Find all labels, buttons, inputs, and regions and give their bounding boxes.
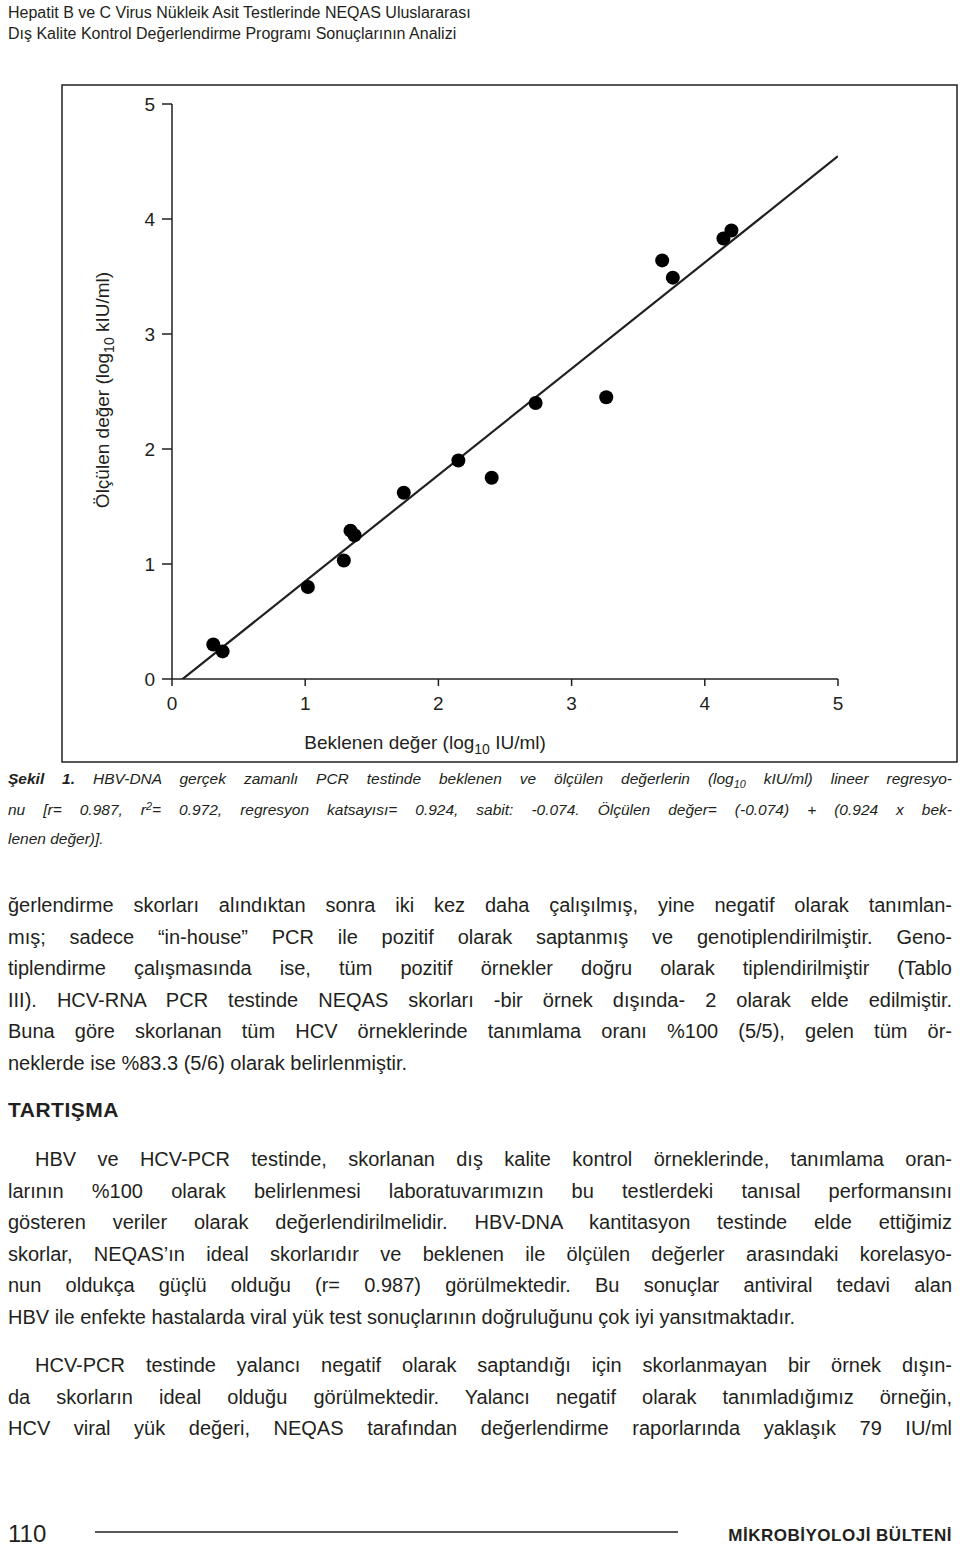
x-tick-label: 1 <box>300 693 311 714</box>
caption-run: = 0.972, regresyon katsayısı= 0.924, sab… <box>152 801 952 818</box>
x-tick <box>438 679 440 686</box>
x-tick <box>171 679 173 686</box>
body-line: skorlar, NEQAS’ın ideal skorlarıdır ve b… <box>8 1242 952 1266</box>
body-line: HBV ve HCV-PCR testinde, skorlanan dış k… <box>35 1147 952 1171</box>
x-tick <box>704 679 706 686</box>
y-tick <box>162 103 172 105</box>
data-point <box>397 486 411 500</box>
y-tick <box>162 333 172 335</box>
body-line: larının %100 olarak belirlenmesi laborat… <box>8 1179 952 1203</box>
data-point <box>666 271 680 285</box>
body-line: HBV ile enfekte hastalarda viral yük tes… <box>8 1305 952 1329</box>
y-tick-label: 4 <box>144 209 155 230</box>
y-tick <box>162 218 172 220</box>
body-line: HCV-PCR testinde yalancı negatif olarak … <box>35 1353 952 1377</box>
figure-caption: lenen değer)]. <box>8 830 952 849</box>
x-tick-label: 4 <box>700 693 711 714</box>
figure-frame <box>62 85 957 762</box>
y-tick-label: 3 <box>144 324 155 345</box>
x-tick-label: 5 <box>833 693 844 714</box>
section-heading: TARTIŞMA <box>8 1098 119 1122</box>
y-axis-label: Ölçülen değer (log10 kIU/ml) <box>92 272 117 508</box>
data-point <box>529 396 543 410</box>
y-tick-label: 2 <box>144 439 155 460</box>
data-point <box>216 644 230 658</box>
figure-caption: nu [r= 0.987, r2= 0.972, regresyon katsa… <box>8 800 952 820</box>
x-axis-label: Beklenen değer (log10 IU/ml) <box>304 732 546 757</box>
body-line: HCV viral yük değeri, NEQAS tarafından d… <box>8 1416 952 1440</box>
figure-caption: Şekil 1. HBV-DNA gerçek zamanlı PCR test… <box>8 770 952 791</box>
body-line: tiplendirme çalışmasında ise, tüm poziti… <box>8 956 952 980</box>
y-axis <box>171 104 173 679</box>
caption-run: HBV-DNA gerçek zamanlı PCR testinde bekl… <box>75 770 734 787</box>
x-tick <box>571 679 573 686</box>
body-line: neklerde ise %83.3 (5/6) olarak belirlen… <box>8 1051 952 1075</box>
body-line: da skorların ideal olduğu görülmektedir.… <box>8 1385 952 1409</box>
page-number: 110 <box>8 1520 46 1547</box>
caption-run: kIU/ml) lineer regresyo- <box>746 770 952 787</box>
body-line: Buna göre skorlanan tüm HCV örneklerinde… <box>8 1019 952 1043</box>
y-tick <box>162 678 172 680</box>
caption-run: 10 <box>734 778 746 790</box>
caption-run: nu [r= 0.987, r <box>8 801 146 818</box>
y-tick-label: 5 <box>144 94 155 115</box>
body-line: ğerlendirme skorları alındıktan sonra ik… <box>8 893 952 917</box>
running-header: Dış Kalite Kontrol Değerlendirme Program… <box>8 24 456 43</box>
running-header: Hepatit B ve C Virus Nükleik Asit Testle… <box>8 3 471 22</box>
y-tick <box>162 563 172 565</box>
caption-run: Şekil 1. <box>8 770 75 787</box>
x-tick-label: 2 <box>433 693 444 714</box>
caption-run: 2 <box>146 800 152 812</box>
data-point <box>599 390 613 404</box>
data-point <box>347 528 361 542</box>
x-tick <box>304 679 306 686</box>
data-point <box>337 554 351 568</box>
data-point <box>301 580 315 594</box>
body-line: III). HCV-RNA PCR testinde NEQAS skorlar… <box>8 988 952 1012</box>
y-tick-label: 0 <box>144 669 155 690</box>
x-tick <box>837 679 839 686</box>
data-point <box>724 224 738 238</box>
x-axis <box>172 678 838 680</box>
body-line: nun oldukça güçlü olduğu (r= 0.987) görü… <box>8 1273 952 1297</box>
body-line: mış; sadece “in-house” PCR ile pozitif o… <box>8 925 952 949</box>
body-line: gösteren veriler olarak değerlendirilmel… <box>8 1210 952 1234</box>
caption-run: lenen değer)]. <box>8 830 104 847</box>
data-point <box>485 471 499 485</box>
x-tick-label: 0 <box>167 693 178 714</box>
plot-data <box>172 156 838 679</box>
footer-rule <box>95 1531 678 1533</box>
journal-name: MİKROBİYOLOJİ BÜLTENİ <box>728 1526 952 1546</box>
y-tick <box>162 448 172 450</box>
y-tick-label: 1 <box>144 554 155 575</box>
data-point <box>655 253 669 267</box>
regression-line <box>172 156 838 679</box>
data-point <box>451 454 465 468</box>
x-tick-label: 3 <box>566 693 577 714</box>
